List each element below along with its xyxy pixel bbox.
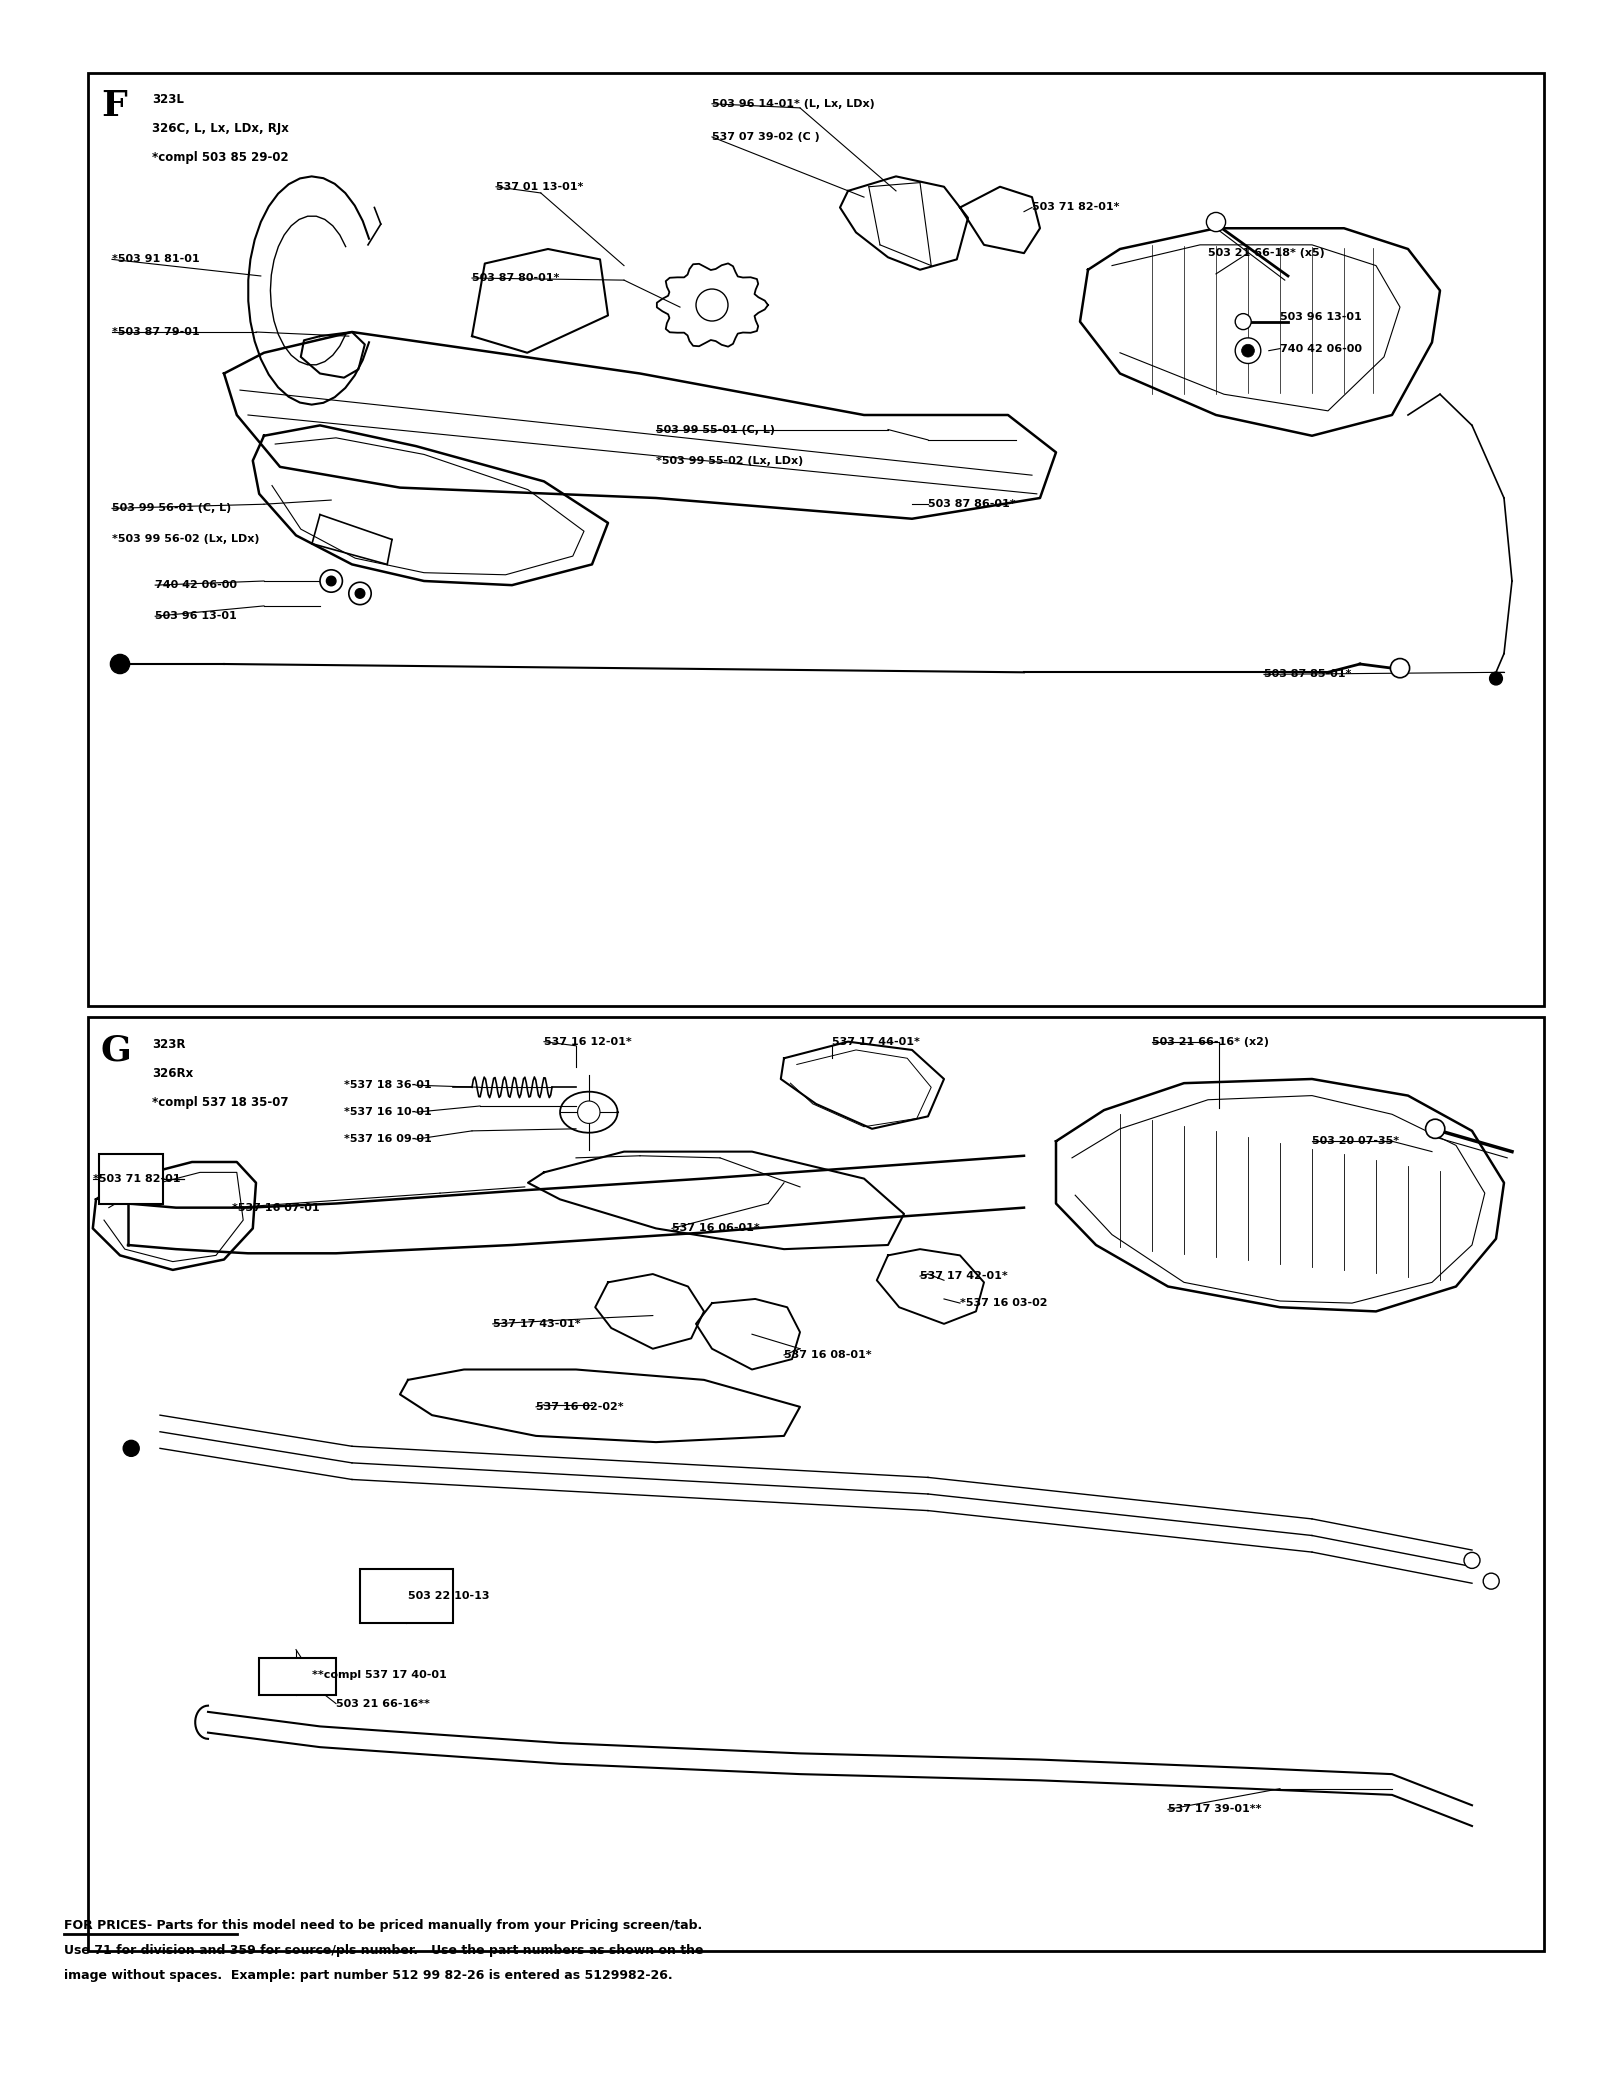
Text: *537 16 09-01: *537 16 09-01 (344, 1135, 432, 1143)
Text: 740 42 06-00: 740 42 06-00 (1280, 344, 1362, 353)
Text: *503 99 55-02 (Lx, LDx): *503 99 55-02 (Lx, LDx) (656, 456, 803, 465)
Text: 537 16 12-01*: 537 16 12-01* (544, 1038, 632, 1046)
Circle shape (1242, 344, 1254, 357)
Text: *537 18 36-01: *537 18 36-01 (344, 1081, 432, 1089)
Text: Use 71 for division and 359 for source/pls number.   Use the part numbers as sho: Use 71 for division and 359 for source/p… (64, 1944, 704, 1957)
Text: 740 42 06-00: 740 42 06-00 (155, 581, 237, 589)
Circle shape (326, 577, 336, 585)
Text: F: F (101, 89, 126, 122)
Text: 537 16 08-01*: 537 16 08-01* (784, 1351, 872, 1359)
Text: 503 20 07-35*: 503 20 07-35* (1312, 1137, 1398, 1145)
Bar (99, 1154, 163, 1203)
Circle shape (320, 571, 342, 591)
Text: 503 21 66-16**: 503 21 66-16** (336, 1699, 430, 1708)
Circle shape (1490, 672, 1502, 685)
Text: 326C, L, Lx, LDx, RJx: 326C, L, Lx, LDx, RJx (152, 122, 290, 135)
Text: **compl 537 17 40-01: **compl 537 17 40-01 (312, 1670, 446, 1679)
Text: 323L: 323L (152, 93, 184, 106)
Text: image without spaces.  Example: part number 512 99 82-26 is entered as 5129982-2: image without spaces. Example: part numb… (64, 1969, 672, 1982)
Text: *537 16 03-02: *537 16 03-02 (960, 1299, 1048, 1307)
Text: 503 87 80-01*: 503 87 80-01* (472, 274, 560, 282)
Text: 503 99 56-01 (C, L): 503 99 56-01 (C, L) (112, 504, 232, 513)
Text: 537 16 06-01*: 537 16 06-01* (672, 1224, 760, 1233)
Text: 503 87 85-01*: 503 87 85-01* (1264, 670, 1352, 679)
Text: 503 21 66-18* (x5): 503 21 66-18* (x5) (1208, 249, 1325, 257)
Circle shape (1235, 313, 1251, 330)
Text: *503 91 81-01: *503 91 81-01 (112, 255, 200, 264)
Bar (259, 1658, 336, 1695)
Text: 503 22 10-13: 503 22 10-13 (408, 1592, 490, 1600)
Text: *compl 537 18 35-07: *compl 537 18 35-07 (152, 1096, 288, 1108)
Circle shape (349, 583, 371, 604)
Text: *503 71 82-01: *503 71 82-01 (93, 1174, 181, 1183)
Circle shape (1464, 1552, 1480, 1569)
Text: 503 96 13-01: 503 96 13-01 (155, 612, 237, 620)
Text: 537 01 13-01*: 537 01 13-01* (496, 183, 584, 191)
Text: 503 21 66-16* (x2): 503 21 66-16* (x2) (1152, 1038, 1269, 1046)
Text: 537 17 44-01*: 537 17 44-01* (832, 1038, 920, 1046)
Text: 503 96 13-01: 503 96 13-01 (1280, 313, 1362, 322)
Circle shape (355, 589, 365, 598)
Circle shape (696, 288, 728, 322)
Circle shape (1483, 1573, 1499, 1589)
Text: 323R: 323R (152, 1038, 186, 1050)
Text: *compl 503 85 29-02: *compl 503 85 29-02 (152, 151, 288, 164)
Circle shape (110, 654, 130, 674)
Text: *537 16 07-01: *537 16 07-01 (232, 1204, 320, 1212)
Text: 537 17 39-01**: 537 17 39-01** (1168, 1805, 1261, 1814)
Text: 537 17 43-01*: 537 17 43-01* (493, 1320, 581, 1328)
Text: FOR PRICES- Parts for this model need to be priced manually from your Pricing sc: FOR PRICES- Parts for this model need to… (64, 1919, 702, 1932)
Text: 503 71 82-01*: 503 71 82-01* (1032, 203, 1120, 212)
Text: *503 87 79-01: *503 87 79-01 (112, 328, 200, 336)
Text: 537 17 42-01*: 537 17 42-01* (920, 1272, 1008, 1280)
Text: 503 99 55-01 (C, L): 503 99 55-01 (C, L) (656, 425, 774, 434)
Bar (360, 1569, 453, 1623)
Text: *537 16 10-01: *537 16 10-01 (344, 1108, 432, 1116)
Bar (88, 1017, 1544, 1950)
Circle shape (1235, 338, 1261, 363)
Circle shape (1390, 658, 1410, 679)
Circle shape (1426, 1118, 1445, 1139)
Text: 503 96 14-01* (L, Lx, LDx): 503 96 14-01* (L, Lx, LDx) (712, 100, 875, 108)
Circle shape (578, 1102, 600, 1123)
Text: 326Rx: 326Rx (152, 1067, 194, 1079)
Circle shape (123, 1440, 139, 1457)
Bar (88, 73, 1544, 1006)
Text: G: G (101, 1033, 131, 1067)
Text: 537 16 02-02*: 537 16 02-02* (536, 1403, 624, 1411)
Text: 537 07 39-02 (C ): 537 07 39-02 (C ) (712, 133, 819, 141)
Text: *503 99 56-02 (Lx, LDx): *503 99 56-02 (Lx, LDx) (112, 535, 259, 544)
Circle shape (1206, 212, 1226, 232)
Text: 503 87 86-01*: 503 87 86-01* (928, 500, 1016, 508)
